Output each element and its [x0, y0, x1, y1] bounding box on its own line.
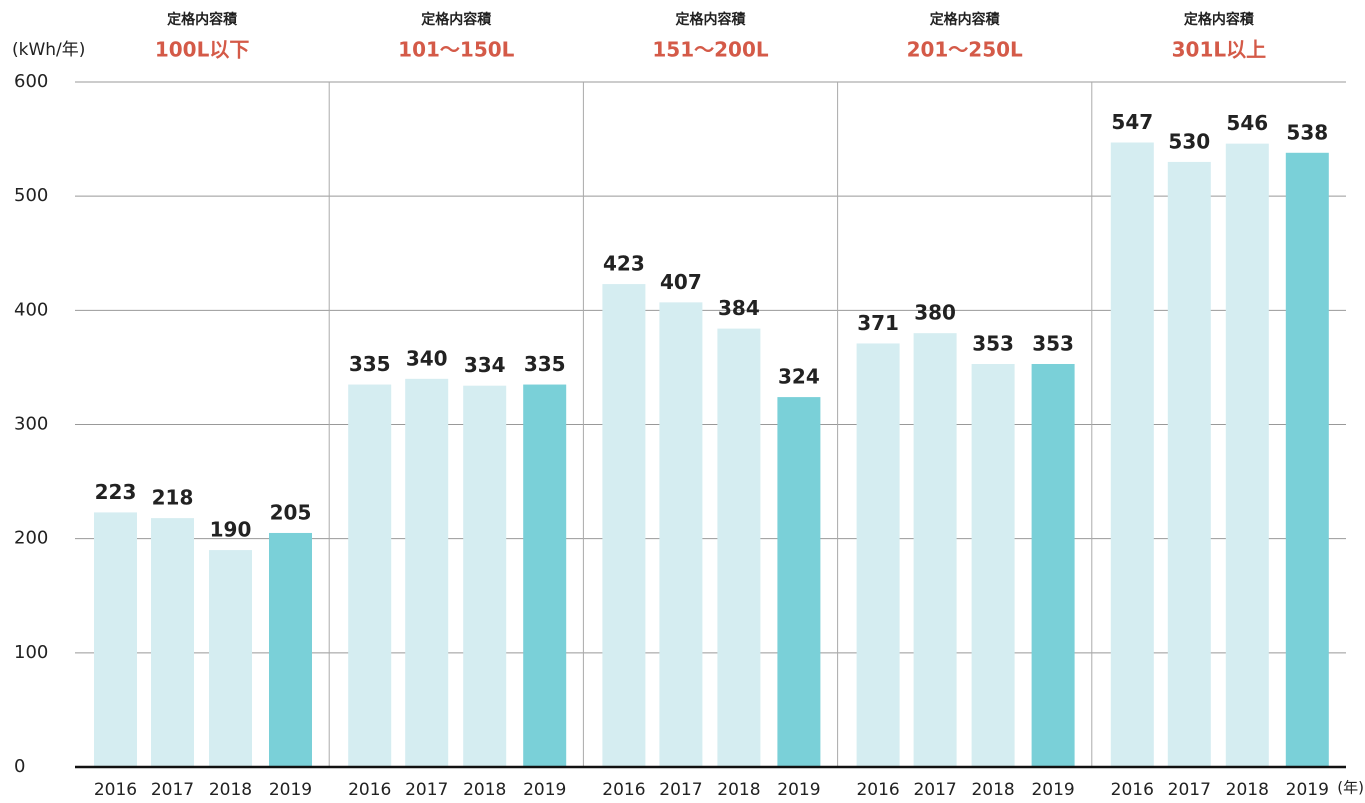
value-label: 353	[972, 331, 1014, 355]
group-label: 定格内容積	[676, 11, 747, 28]
x-tick-label: 2017	[405, 780, 448, 800]
category-label: 100L以下	[155, 38, 250, 62]
group-label: 定格内容積	[1184, 11, 1255, 28]
value-label: 218	[152, 486, 194, 510]
bar	[913, 333, 957, 767]
group-label: 定格内容積	[930, 11, 1001, 28]
y-tick-label: 400	[14, 299, 48, 320]
value-label: 380	[914, 301, 956, 325]
x-tick-label: 2018	[971, 780, 1014, 800]
value-label: 223	[95, 480, 137, 504]
bar	[717, 328, 761, 767]
group-label: 定格内容積	[421, 11, 492, 28]
bar	[971, 363, 1015, 767]
bar	[1225, 143, 1269, 767]
bar	[405, 378, 449, 767]
x-tick-label: 2016	[1111, 780, 1154, 800]
x-tick-label: 2017	[659, 780, 702, 800]
x-tick-label: 2018	[717, 780, 760, 800]
bar	[463, 385, 507, 767]
value-label: 538	[1286, 120, 1328, 144]
y-tick-label: 100	[14, 642, 48, 663]
bar	[269, 532, 312, 767]
x-tick-label: 2017	[913, 780, 956, 800]
category-label: 301L以上	[1172, 38, 1267, 62]
value-label: 205	[270, 500, 312, 524]
category-label: 101〜150L	[398, 38, 514, 62]
value-label: 335	[524, 352, 566, 376]
y-tick-label: 300	[14, 414, 48, 435]
value-label: 353	[1032, 331, 1074, 355]
value-label: 384	[718, 296, 760, 320]
bar	[94, 512, 137, 767]
x-tick-label: 2016	[856, 780, 899, 800]
bar	[151, 518, 194, 767]
y-tick-label: 600	[14, 71, 48, 92]
bar	[1167, 161, 1211, 767]
value-label: 340	[406, 346, 448, 370]
bar	[856, 343, 900, 767]
value-label: 324	[778, 365, 820, 389]
value-label: 335	[349, 352, 391, 376]
bar	[602, 284, 646, 767]
category-label: 151〜200L	[652, 38, 768, 62]
value-label: 371	[857, 311, 899, 335]
bar	[209, 550, 252, 767]
value-label: 334	[464, 353, 506, 377]
bar	[659, 302, 703, 767]
bar	[777, 397, 821, 767]
group-label: 定格内容積	[167, 11, 238, 28]
value-label: 530	[1168, 129, 1210, 153]
x-tick-label: 2019	[269, 780, 312, 800]
y-unit: (kWh/年)	[12, 40, 85, 60]
x-tick-label: 2018	[209, 780, 252, 800]
y-tick-label: 200	[14, 528, 48, 549]
value-label: 190	[210, 518, 252, 542]
value-label: 407	[660, 270, 702, 294]
x-tick-label: 2016	[94, 780, 137, 800]
x-tick-label: 2018	[463, 780, 506, 800]
value-label: 547	[1111, 110, 1153, 134]
bar	[523, 384, 567, 767]
x-tick-label: 2019	[1031, 780, 1074, 800]
x-tick-label: 2017	[151, 780, 194, 800]
category-label: 201〜250L	[907, 38, 1023, 62]
x-tick-label: 2017	[1168, 780, 1211, 800]
x-tick-label: 2016	[602, 780, 645, 800]
y-tick-label: 0	[14, 756, 25, 777]
x-tick-label: 2019	[1286, 780, 1329, 800]
value-label: 423	[603, 252, 645, 276]
x-tick-label: 2018	[1226, 780, 1269, 800]
x-tick-label: 2016	[348, 780, 391, 800]
bar	[1031, 363, 1075, 767]
bar	[348, 384, 392, 767]
x-tick-label: 2019	[777, 780, 820, 800]
x-tick-label: 2019	[523, 780, 566, 800]
bar	[1285, 152, 1329, 768]
y-tick-label: 500	[14, 185, 48, 206]
value-label: 546	[1226, 111, 1268, 135]
bar	[1110, 142, 1154, 768]
x-unit: (年)	[1337, 779, 1364, 797]
